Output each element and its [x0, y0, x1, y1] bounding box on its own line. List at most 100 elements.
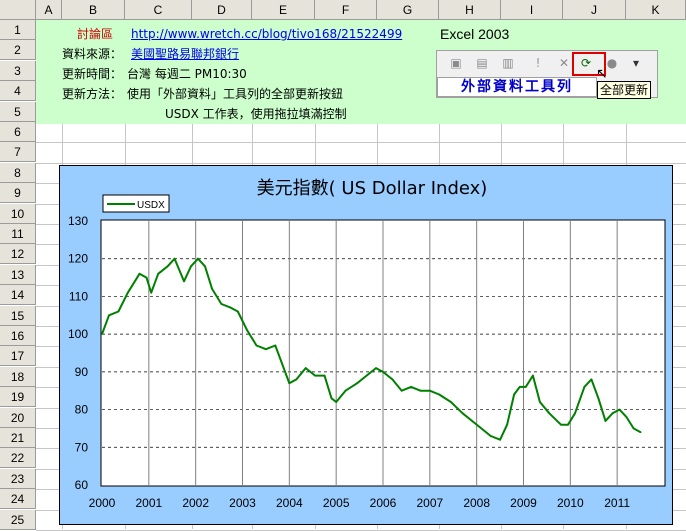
data-point: [330, 397, 333, 400]
row-header-6[interactable]: 6: [0, 122, 36, 142]
column-header-H[interactable]: H: [439, 0, 501, 20]
data-point: [265, 348, 267, 351]
column-header-J[interactable]: J: [563, 0, 626, 20]
row-header-2[interactable]: 2: [0, 40, 36, 61]
update-time-value: 台灣 每週二 PM10:30: [127, 67, 247, 81]
column-header-D[interactable]: D: [192, 0, 252, 20]
x-tick-label: 2006: [370, 496, 397, 510]
data-point: [625, 416, 628, 418]
mouse-cursor-icon: ↖: [596, 66, 608, 82]
data-point: [183, 280, 185, 283]
update-method-value: 使用「外部資料」工具列的全部更新按鈕: [127, 87, 344, 101]
row-header-16[interactable]: 16: [0, 326, 36, 346]
row-header-14[interactable]: 14: [0, 285, 36, 306]
data-point: [295, 378, 298, 381]
row-header-17[interactable]: 17: [0, 346, 36, 367]
data-point: [574, 412, 576, 415]
row-header-12[interactable]: 12: [0, 244, 36, 265]
data-point: [236, 310, 239, 313]
row-header-1[interactable]: 1: [0, 20, 36, 40]
y-tick-label: 60: [75, 478, 89, 492]
column-header-F[interactable]: F: [315, 0, 377, 20]
x-tick-label: 2001: [135, 496, 162, 510]
refresh-status-icon[interactable]: ●: [606, 56, 618, 70]
data-point: [597, 397, 600, 400]
data-point: [281, 363, 284, 366]
row-header-22[interactable]: 22: [0, 448, 36, 469]
y-tick-label: 70: [75, 440, 89, 454]
data-point: [639, 431, 642, 434]
discuss-link[interactable]: http://www.wretch.cc/blog/tivo168/215224…: [131, 27, 403, 41]
data-point: [632, 427, 635, 430]
row-header-25[interactable]: 25: [0, 509, 36, 530]
row-header-9[interactable]: 9: [0, 183, 36, 204]
column-header-I[interactable]: I: [501, 0, 563, 20]
data-point: [274, 344, 277, 347]
row-header-11[interactable]: 11: [0, 224, 36, 244]
external-data-icon[interactable]: ▣: [450, 56, 462, 70]
data-point: [356, 382, 359, 385]
data-point: [190, 265, 192, 268]
data-point: [150, 291, 153, 294]
column-header-B[interactable]: B: [62, 0, 125, 20]
row-header-18[interactable]: 18: [0, 366, 36, 387]
data-range-properties-icon[interactable]: ▥: [502, 56, 514, 70]
row-header-7[interactable]: 7: [0, 142, 36, 163]
data-point: [471, 420, 473, 422]
data-point: [255, 344, 258, 347]
x-tick-label: 2000: [89, 496, 116, 510]
data-point: [391, 378, 394, 381]
discuss-label: 討論區: [77, 27, 114, 41]
data-point: [532, 374, 534, 377]
row-header-15[interactable]: 15: [0, 305, 36, 326]
row-gridline: [36, 142, 686, 144]
row-header-13[interactable]: 13: [0, 264, 36, 285]
data-point: [400, 389, 403, 392]
data-point: [204, 265, 206, 268]
options-dropdown-icon[interactable]: ▾: [632, 56, 640, 70]
source-label: 資料來源：: [62, 47, 123, 61]
y-tick-label: 90: [75, 365, 89, 379]
query-parameters-icon[interactable]: !: [535, 56, 541, 70]
source-link[interactable]: 美國聖路易聯邦銀行: [131, 47, 240, 61]
row-header-4[interactable]: 4: [0, 81, 36, 102]
data-point: [288, 382, 291, 385]
data-point: [461, 412, 464, 415]
column-header-C[interactable]: C: [125, 0, 192, 20]
row-header-20[interactable]: 20: [0, 407, 36, 428]
row-header-24[interactable]: 24: [0, 489, 36, 510]
row-header-3[interactable]: 3: [0, 60, 36, 81]
x-tick-label: 2011: [604, 496, 630, 510]
column-header-E[interactable]: E: [252, 0, 315, 20]
x-tick-label: 2004: [276, 496, 303, 510]
refresh-all-highlight: [572, 52, 606, 76]
select-all-corner[interactable]: [0, 0, 36, 20]
data-point: [499, 438, 501, 441]
data-point: [304, 367, 307, 369]
data-point: [375, 367, 377, 369]
column-header-A[interactable]: A: [36, 0, 62, 20]
row-header-8[interactable]: 8: [0, 162, 36, 183]
refresh-all-icon[interactable]: ⟳: [580, 56, 592, 70]
data-point: [539, 401, 541, 403]
row-header-5[interactable]: 5: [0, 101, 36, 122]
edit-query-icon[interactable]: ▤: [476, 56, 488, 70]
row-header-23[interactable]: 23: [0, 468, 36, 489]
data-point: [246, 329, 249, 332]
x-tick-label: 2005: [323, 496, 350, 510]
data-point: [126, 291, 129, 294]
data-point: [108, 314, 110, 317]
row-header-10[interactable]: 10: [0, 203, 36, 224]
data-point: [166, 265, 169, 268]
data-point: [157, 272, 160, 275]
row-header-19[interactable]: 19: [0, 387, 36, 408]
data-point: [618, 408, 621, 411]
cancel-refresh-icon[interactable]: ✕: [558, 56, 570, 70]
row-gridline: [36, 162, 686, 164]
data-point: [560, 423, 562, 426]
x-tick-label: 2002: [182, 496, 209, 510]
row-header-21[interactable]: 21: [0, 428, 36, 448]
column-header-G[interactable]: G: [377, 0, 439, 20]
x-tick-label: 2007: [416, 496, 443, 510]
